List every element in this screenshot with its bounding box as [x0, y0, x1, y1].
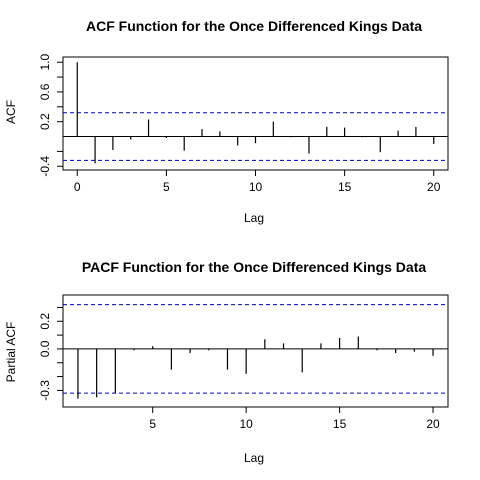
acf-x-axis-label: Lag — [244, 211, 264, 225]
acf-y-tick-label: 0.6 — [38, 83, 52, 100]
pacf-plot-frame — [62, 294, 449, 408]
pacf-y-tick-label: -0.3 — [38, 380, 52, 401]
acf-x-tick-label: 15 — [338, 180, 352, 194]
acf-title: ACF Function for the Once Differenced Ki… — [86, 18, 422, 34]
acf-x-tick-label: 0 — [74, 180, 81, 194]
acf-x-tick-label: 5 — [163, 180, 170, 194]
pacf-marks: 5 10 15 20 -0.3 0.0 0.2 — [38, 294, 449, 431]
acf-y-tick-label: -0.4 — [38, 156, 52, 177]
acf-y-tick-label: 0.2 — [38, 113, 52, 130]
acf-y-tick-label: 1.0 — [38, 54, 52, 71]
pacf-x-tick-label: 20 — [426, 417, 440, 431]
pacf-x-tick-label: 10 — [239, 417, 253, 431]
pacf-x-tick-label: 15 — [333, 417, 347, 431]
acf-x-tick-label: 10 — [249, 180, 263, 194]
acf-marks: 0 5 10 15 20 -0.4 0.2 0.6 1.0 — [38, 54, 449, 194]
pacf-panel: PACF Function for the Once Differenced K… — [4, 259, 449, 465]
pacf-x-tick-label: 5 — [149, 417, 156, 431]
pacf-title: PACF Function for the Once Differenced K… — [82, 259, 427, 275]
acf-x-tick-label: 20 — [427, 180, 441, 194]
pacf-y-tick-label: 0.0 — [38, 340, 52, 357]
acf-panel: ACF Function for the Once Differenced Ki… — [4, 18, 449, 225]
pacf-x-axis-label: Lag — [244, 451, 264, 465]
acf-y-axis-label: ACF — [4, 100, 18, 124]
pacf-y-tick-label: 0.2 — [38, 313, 52, 330]
pacf-y-axis-label: Partial ACF — [4, 322, 18, 383]
